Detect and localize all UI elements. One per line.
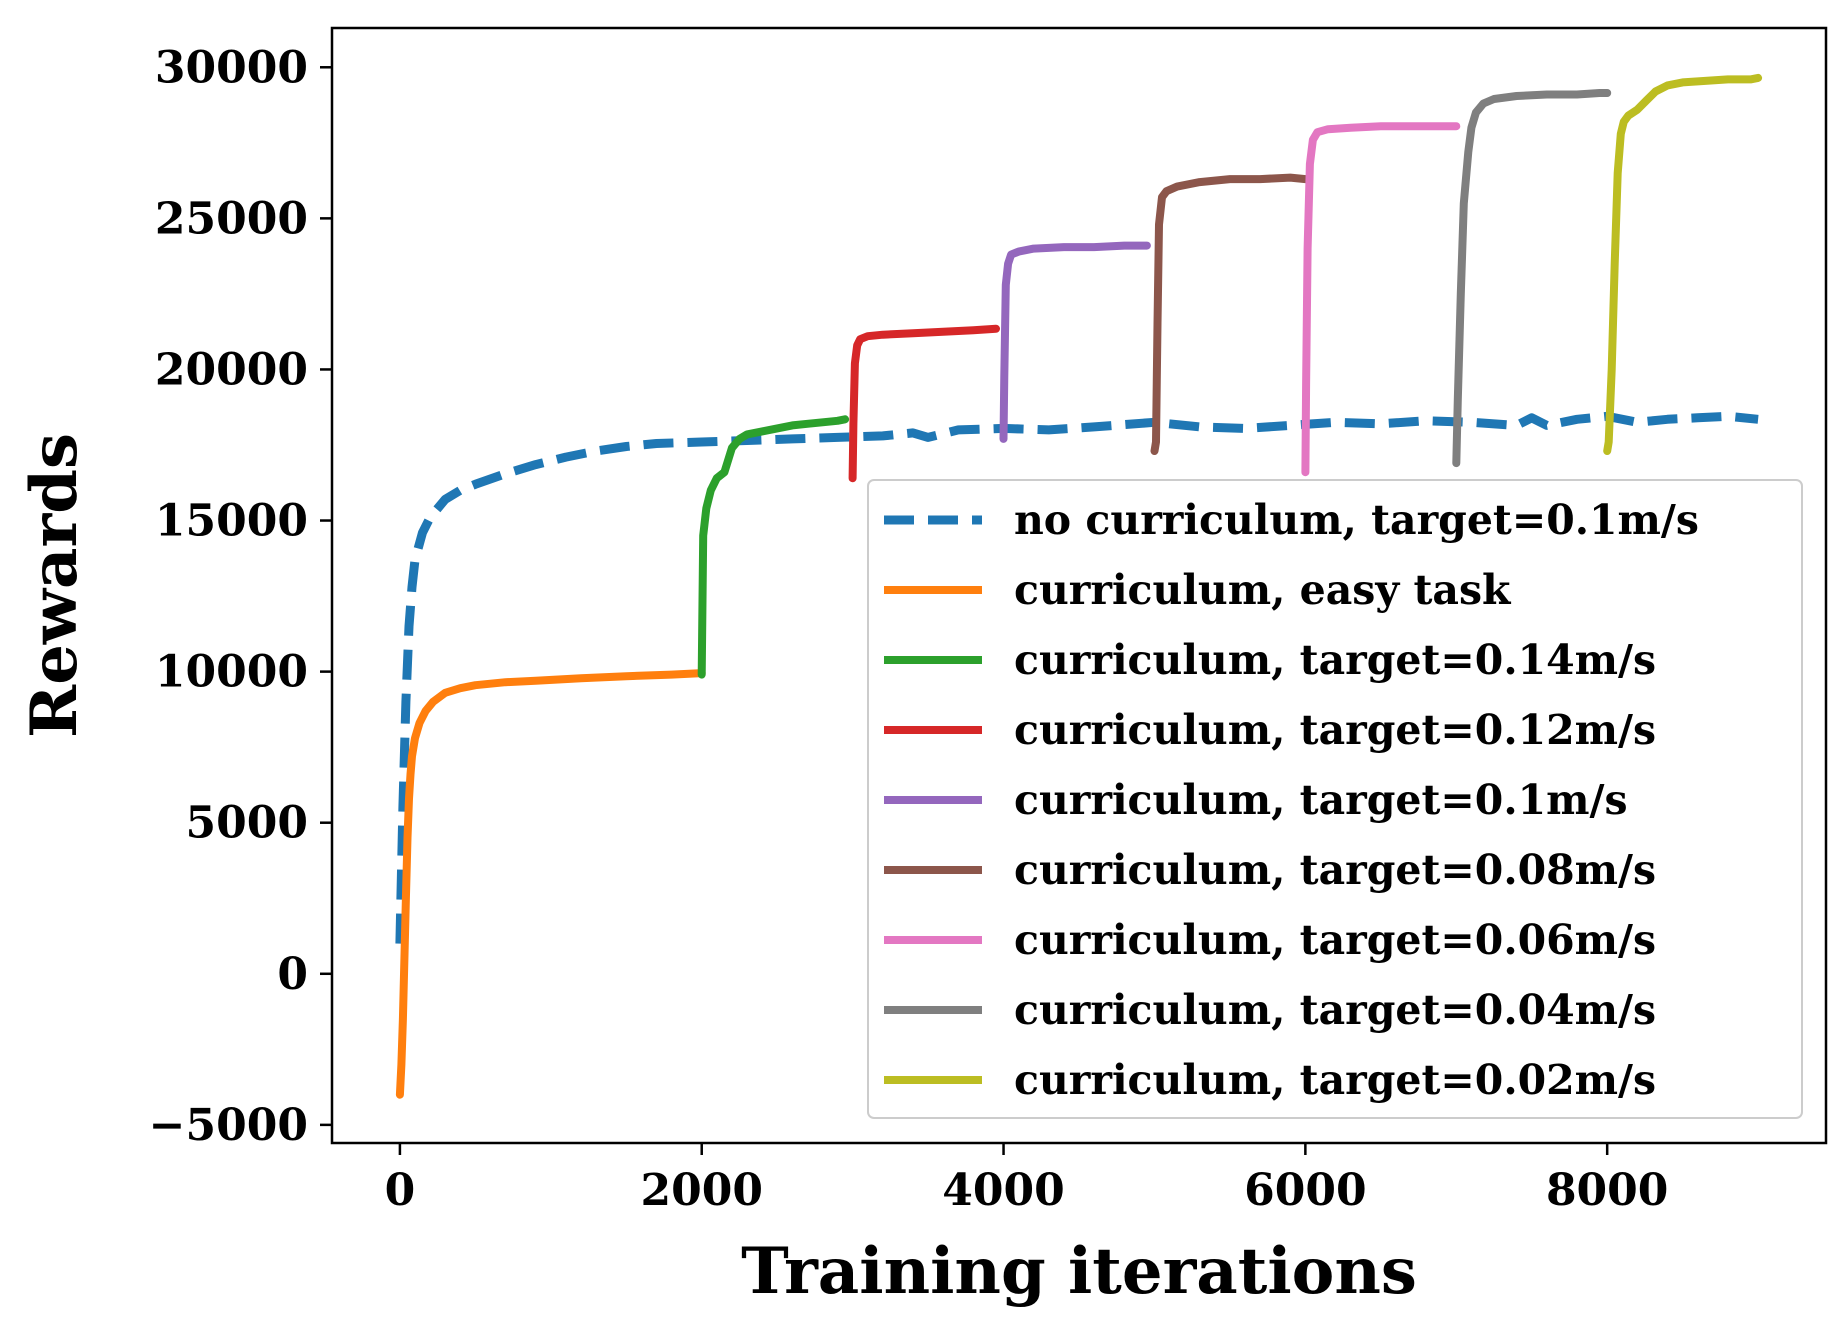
legend-label-2: curriculum, target=0.14m/s xyxy=(1014,636,1656,684)
series-line-7 xyxy=(1452,89,1612,468)
x-tick-label: 6000 xyxy=(1244,1165,1366,1216)
y-tick-label: 30000 xyxy=(155,42,308,93)
legend-label-5: curriculum, target=0.08m/s xyxy=(1014,846,1656,894)
legend-label-6: curriculum, target=0.06m/s xyxy=(1014,916,1656,964)
y-tick-label: 20000 xyxy=(155,344,308,395)
series-layer xyxy=(395,73,1763,1099)
y-tick-label: 25000 xyxy=(155,193,308,244)
legend-label-1: curriculum, easy task xyxy=(1014,566,1512,614)
series-line-4 xyxy=(999,241,1151,443)
y-tick-label: 0 xyxy=(277,949,308,1000)
series-line-3 xyxy=(848,324,1000,483)
y-tick-label: 15000 xyxy=(155,496,308,547)
legend-label-0: no curriculum, target=0.1m/s xyxy=(1014,496,1699,544)
y-tick-label: −5000 xyxy=(149,1100,308,1151)
x-tick-label: 4000 xyxy=(942,1165,1064,1216)
legend-label-4: curriculum, target=0.1m/s xyxy=(1014,776,1628,824)
x-axis-title: Training iterations xyxy=(741,1234,1417,1309)
series-line-1 xyxy=(395,669,706,1099)
series-line-5 xyxy=(1150,173,1310,455)
y-axis-ticks: −5000 0 5000 10000 15000 20000 25000 30000 xyxy=(149,42,332,1151)
y-tick-label: 5000 xyxy=(186,798,308,849)
x-tick-label: 8000 xyxy=(1546,1165,1668,1216)
plot-frame xyxy=(330,26,1828,1145)
series-line-2 xyxy=(697,415,850,679)
legend-box xyxy=(867,479,1803,1119)
x-tick-label: 2000 xyxy=(640,1165,762,1216)
legend-items: no curriculum, target=0.1m/s curriculum, … xyxy=(884,496,1699,1104)
legend-label-3: curriculum, target=0.12m/s xyxy=(1014,706,1656,754)
y-axis-title: Rewards xyxy=(17,433,92,738)
x-axis-ticks: 0 2000 4000 6000 8000 xyxy=(385,1143,1668,1216)
legend-label-8: curriculum, target=0.02m/s xyxy=(1014,1056,1656,1104)
y-tick-label: 10000 xyxy=(155,647,308,698)
x-tick-label: 0 xyxy=(385,1165,416,1216)
series-line-6 xyxy=(1301,122,1461,477)
legend: no curriculum, target=0.1m/s curriculum, … xyxy=(867,479,1803,1119)
legend-label-7: curriculum, target=0.04m/s xyxy=(1014,986,1656,1034)
series-line-8 xyxy=(1603,73,1763,455)
series-line-0 xyxy=(395,411,1759,944)
